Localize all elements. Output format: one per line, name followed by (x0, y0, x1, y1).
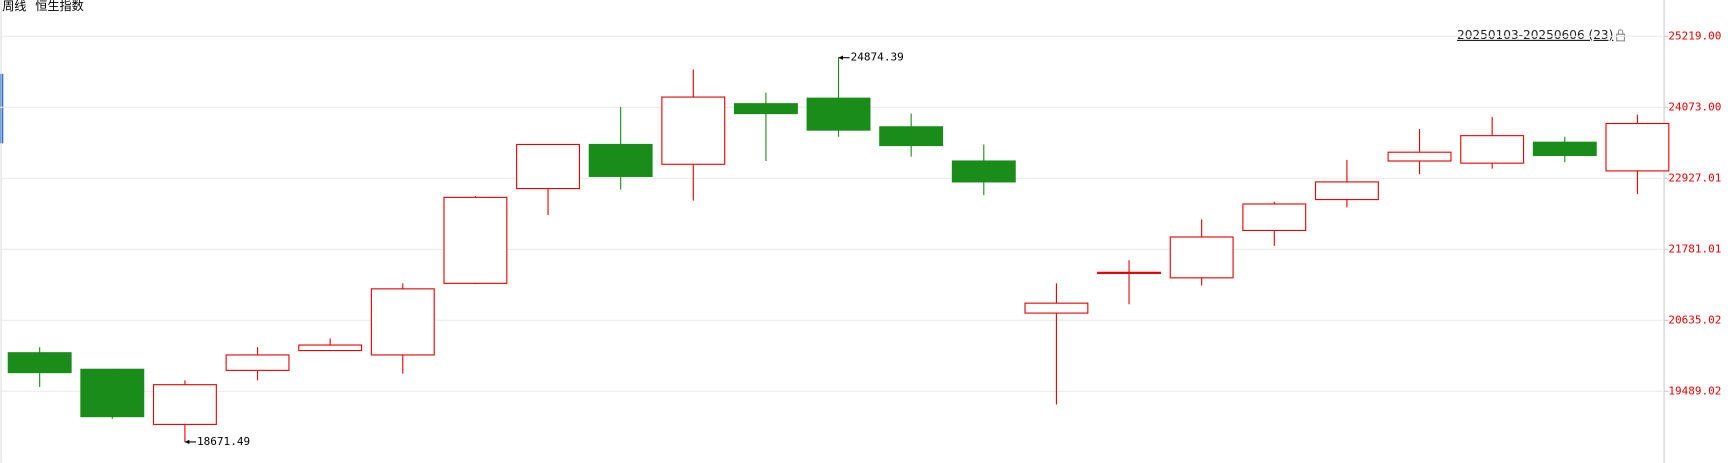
lock-icon[interactable] (1616, 29, 1625, 42)
y-tick-label: 20635.02 (1668, 313, 1721, 326)
y-tick-label: 19489.02 (1668, 384, 1721, 397)
candle-body (1024, 302, 1089, 314)
candle-body (661, 96, 726, 165)
extreme-label: 18671.49 (197, 435, 250, 448)
candle-body (1532, 141, 1597, 157)
candle-body (1242, 203, 1307, 231)
y-tick-label: 25219.00 (1668, 29, 1721, 42)
candle-body (1097, 271, 1161, 274)
candle-body (152, 384, 217, 425)
range-label[interactable]: 20250103-20250606 (23) (1457, 28, 1613, 42)
period-label: 周线 (2, 0, 26, 13)
candle-body (443, 196, 508, 284)
lock-shackle (1617, 29, 1624, 35)
candle-body (225, 354, 290, 371)
extreme-arrowhead (838, 55, 843, 60)
y-tick-label: 21781.01 (1668, 242, 1721, 255)
candle-body (370, 288, 435, 356)
lock-body (1616, 33, 1625, 42)
candle-body (1169, 236, 1234, 279)
candle-body (7, 352, 72, 374)
candle-body (951, 160, 1016, 183)
candle-body (879, 126, 944, 147)
candle-body (298, 344, 363, 352)
extreme-label: 24874.39 (851, 51, 904, 64)
candle-body (733, 103, 798, 115)
extreme-arrowhead (184, 439, 190, 445)
candle-body (1460, 135, 1525, 164)
candle-body (1387, 151, 1452, 162)
candle-body (516, 143, 581, 190)
candle-body (1605, 122, 1670, 172)
y-tick-label: 24073.00 (1668, 100, 1721, 113)
candle-body (806, 97, 871, 131)
chart-title: 恒生指数 (35, 0, 83, 13)
candle-body (80, 368, 145, 418)
candle-body (1314, 181, 1379, 201)
candle-body (588, 143, 653, 177)
y-tick-label: 22927.01 (1668, 171, 1721, 184)
